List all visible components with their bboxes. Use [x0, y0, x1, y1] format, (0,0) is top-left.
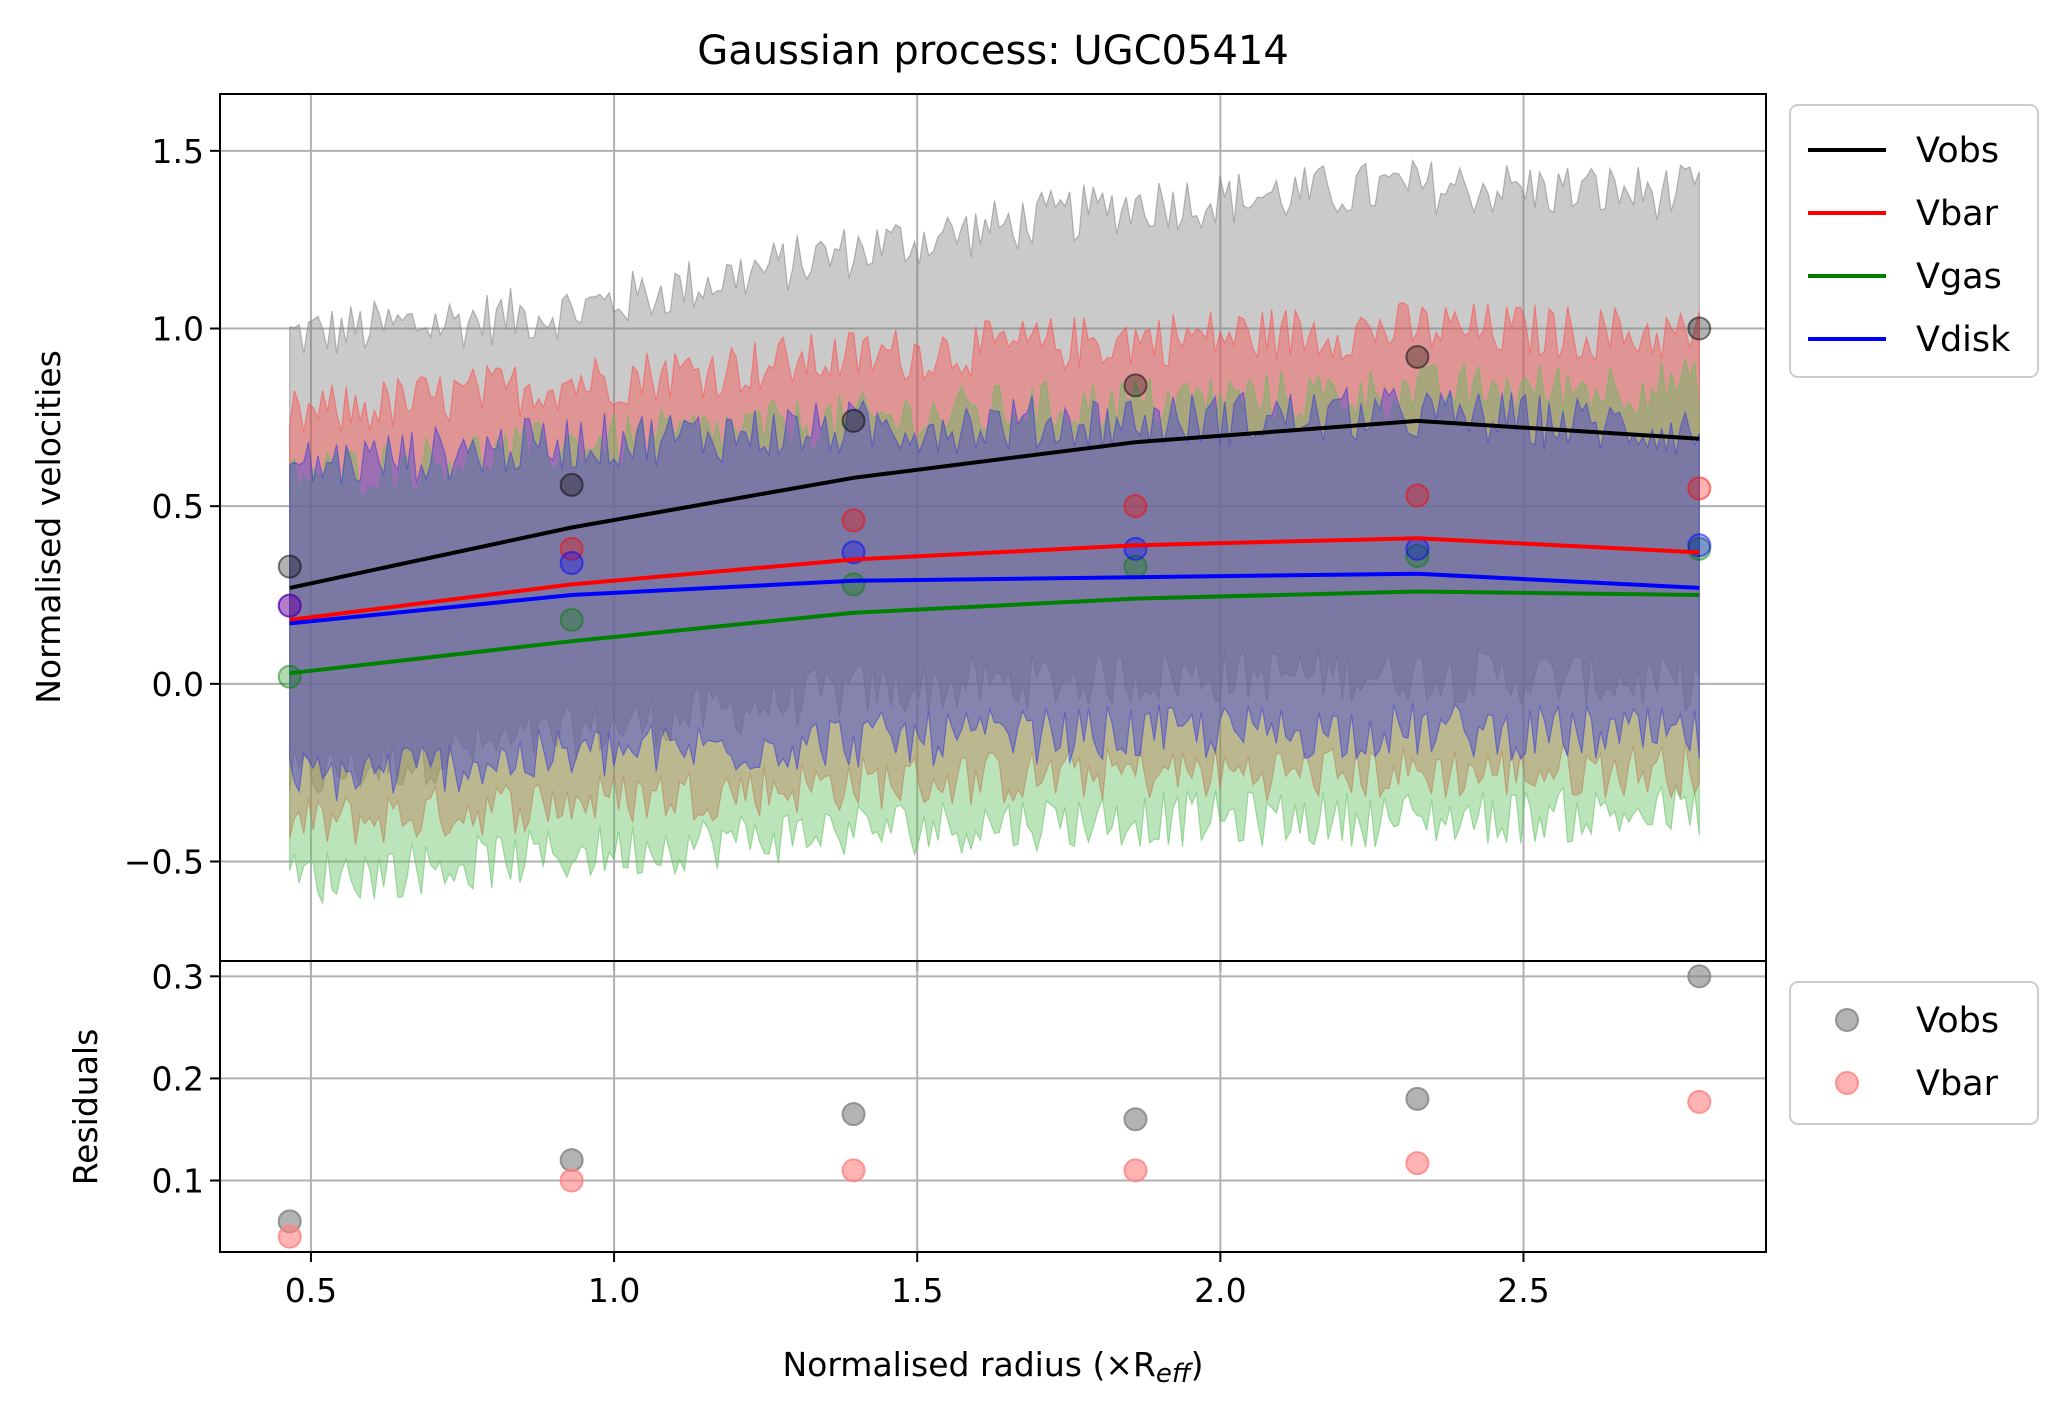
residual-x-tick-label: 0.5	[285, 1271, 337, 1310]
residual-point-vbar	[841, 1158, 866, 1183]
observed-point-vobs	[277, 554, 302, 579]
line-vobs	[289, 418, 1700, 590]
velocity-y-tick-label: 0.0	[152, 665, 204, 704]
observed-point-vobs	[559, 472, 584, 497]
residual-y-tick-label: 0.1	[152, 1162, 204, 1201]
velocity-y-tick-label: 0.5	[152, 487, 204, 526]
observed-point-vgas	[841, 572, 866, 597]
velocity-bands	[289, 158, 1700, 906]
observed-point-vgas	[1405, 543, 1430, 568]
legend-marker-vbar	[1835, 1071, 1859, 1095]
velocity-y-ticks: −0.5 0.0 0.5 1.0 1.5	[124, 132, 220, 882]
observed-point-vobs	[1123, 373, 1148, 398]
velocity-panel: −0.5 0.0 0.5 1.0 1.5 Gaussian process: UGC05…	[29, 28, 1767, 971]
observed-point-vbar	[1687, 476, 1712, 501]
residual-y-axis-label: Residuals	[66, 1029, 105, 1186]
residual-x-tick-label: 1.5	[891, 1271, 943, 1310]
legend-marker-vobs	[1835, 1008, 1859, 1032]
velocity-y-tick-label: −0.5	[124, 843, 204, 882]
line-vdisk	[289, 571, 1700, 626]
observed-point-vdisk	[1405, 536, 1430, 561]
velocity-y-tick-label: 1.0	[152, 310, 204, 349]
observed-point-vdisk	[1123, 536, 1148, 561]
residual-y-tick-label: 0.3	[152, 957, 204, 996]
residual-x-tick-label: 2.0	[1194, 1271, 1246, 1310]
chart-title: Gaussian process: UGC05414	[697, 28, 1289, 74]
observed-point-vdisk	[559, 551, 584, 576]
residual-point-vbar	[1123, 1158, 1148, 1183]
residual-x-tick-label: 1.0	[588, 1271, 640, 1310]
residual-point-vbar	[1687, 1089, 1712, 1114]
legend-label-residual-vbar: Vbar	[1916, 1064, 1999, 1104]
velocity-y-axis-label: Normalised velocities	[29, 350, 68, 704]
legend-label-vobs: Vobs	[1916, 131, 1999, 171]
residual-point-vobs	[1687, 964, 1712, 989]
legend-label-vbar: Vbar	[1916, 194, 1999, 234]
residual-point-vbar	[277, 1224, 302, 1249]
residual-panel: 0.1 0.2 0.3 0.5 1.0 1.5 2.0 2.5 Residuals Norm…	[66, 957, 1767, 1389]
observed-point-vdisk	[277, 593, 302, 618]
velocity-legend-frame	[1789, 104, 2039, 378]
legend-label-residual-vobs: Vobs	[1916, 1001, 1999, 1041]
velocity-lines	[289, 418, 1700, 676]
line-vbar	[289, 536, 1700, 622]
x-axis-label: Normalised radius (×Reff)	[782, 1345, 1203, 1389]
band-vdisk	[289, 385, 1700, 802]
line-vgas	[289, 589, 1700, 676]
residual-x-ticks: 0.5 1.0 1.5 2.0 2.5	[285, 1252, 1550, 1310]
band-vgas	[289, 358, 1700, 906]
residual-legend: Vobs Vbar	[1789, 981, 2039, 1125]
residual-point-vbar	[559, 1168, 584, 1193]
residual-point-vobs	[1405, 1086, 1430, 1111]
residual-points	[277, 964, 1712, 1249]
velocity-y-tick-label: 1.5	[152, 132, 204, 171]
observed-point-vobs	[1687, 316, 1712, 341]
observed-point-vbar	[1123, 494, 1148, 519]
residual-y-tick-label: 0.2	[152, 1059, 204, 1098]
legend-label-vdisk: Vdisk	[1916, 320, 2011, 360]
residual-point-vobs	[559, 1148, 584, 1173]
residual-point-vobs	[1123, 1107, 1148, 1132]
observed-point-vbar	[1405, 483, 1430, 508]
residual-x-tick-label: 2.5	[1497, 1271, 1549, 1310]
observed-point-vbar	[841, 508, 866, 533]
residual-legend-frame	[1789, 981, 2039, 1125]
observed-point-vgas	[277, 664, 302, 689]
observed-point-vgas	[559, 607, 584, 632]
observed-point-vobs	[1405, 344, 1430, 369]
residual-grid	[220, 961, 1766, 1252]
residual-y-ticks: 0.1 0.2 0.3	[152, 957, 220, 1201]
residual-point-vbar	[1405, 1151, 1430, 1176]
legend-label-vgas: Vgas	[1916, 257, 2002, 297]
residual-axes-frame	[219, 960, 1767, 1253]
observed-point-vobs	[841, 408, 866, 433]
velocity-observed-points	[277, 316, 1712, 689]
velocity-legend: Vobs Vbar Vgas Vdisk	[1789, 104, 2039, 378]
velocity-grid	[220, 94, 1766, 971]
residual-point-vobs	[841, 1102, 866, 1127]
